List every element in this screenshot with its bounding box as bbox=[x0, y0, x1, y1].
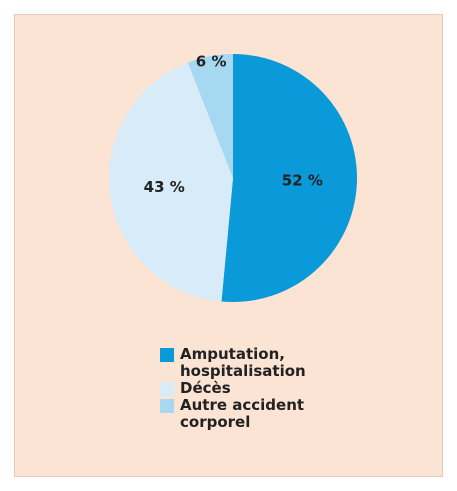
pie-slice bbox=[109, 62, 233, 302]
pie-slice bbox=[187, 54, 233, 178]
legend-item: Décès bbox=[160, 380, 340, 397]
legend-swatch bbox=[160, 399, 174, 413]
legend: Amputation, hospitalisation Décès Autre ac… bbox=[160, 346, 340, 431]
data-label: 52 % bbox=[282, 172, 323, 190]
pie-slice bbox=[221, 54, 358, 303]
legend-swatch bbox=[160, 348, 174, 362]
legend-item: Autre accident corporel bbox=[160, 397, 340, 431]
legend-item: Amputation, hospitalisation bbox=[160, 346, 340, 380]
legend-label: Autre accident corporel bbox=[180, 396, 305, 431]
legend-label: Amputation, hospitalisation bbox=[180, 345, 306, 380]
legend-label: Décès bbox=[180, 379, 231, 397]
data-label: 43 % bbox=[144, 178, 185, 196]
legend-swatch bbox=[160, 382, 174, 396]
data-label: 6 % bbox=[196, 53, 227, 71]
